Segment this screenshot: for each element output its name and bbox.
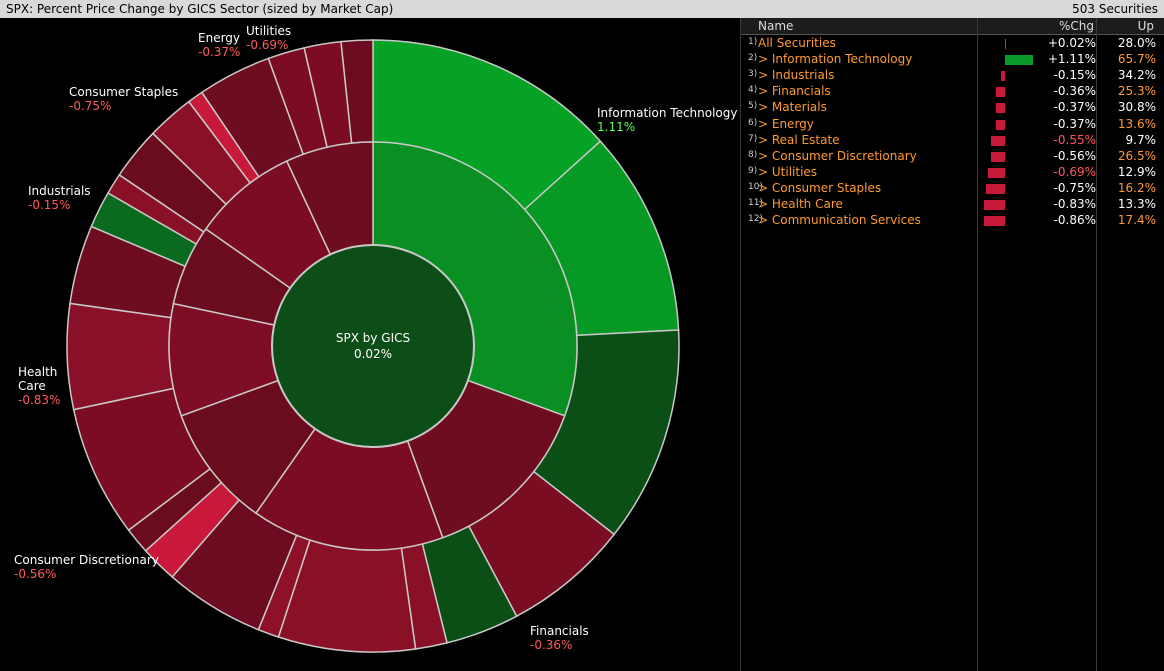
row-up: 65.7% (1117, 52, 1156, 67)
change-bar (995, 119, 1005, 130)
table-row[interactable]: 3) > Industrials -0.15% 34.2% (740, 67, 1164, 83)
table-row[interactable]: 11) > Health Care -0.83% 13.3% (740, 196, 1164, 212)
row-index: 12) (748, 214, 763, 225)
row-name[interactable]: > Financials (758, 84, 831, 99)
table-row[interactable]: 9) > Utilities -0.69% 12.9% (740, 164, 1164, 180)
row-up: 30.8% (1117, 100, 1156, 115)
label-financials: Financials -0.36% (530, 624, 589, 652)
row-up: 16.2% (1117, 180, 1156, 195)
row-index: 6) (748, 117, 758, 128)
row-name[interactable]: > Real Estate (758, 132, 840, 147)
change-bar (1001, 71, 1005, 82)
row-index: 7) (748, 133, 758, 144)
row-up: 9.7% (1125, 132, 1157, 147)
row-index: 4) (748, 85, 758, 96)
row-index: 8) (748, 149, 758, 160)
row-chg: -0.56% (1053, 148, 1096, 163)
row-chg: +1.11% (1047, 52, 1096, 67)
row-up: 12.9% (1117, 164, 1156, 179)
change-bar (987, 167, 1005, 178)
col-divider (977, 18, 978, 671)
row-index: 1) (748, 37, 758, 47)
table-row[interactable]: 7) > Real Estate -0.55% 9.7% (740, 132, 1164, 148)
label-consumer-discretionary: Consumer Discretionary -0.56% (14, 553, 159, 581)
row-chg: -0.75% (1053, 180, 1096, 195)
row-up: 34.2% (1117, 68, 1156, 83)
window-title: SPX: Percent Price Change by GICS Sector… (6, 2, 394, 16)
row-name[interactable]: > Information Technology (758, 52, 913, 67)
header-name[interactable]: Name (758, 19, 794, 33)
window-title-bar: SPX: Percent Price Change by GICS Sector… (0, 0, 1164, 18)
row-up: 25.3% (1117, 84, 1156, 99)
label-utilities: Utilities -0.69% (246, 24, 292, 52)
table-row[interactable]: 12) > Communication Services -0.86% 17.4% (740, 212, 1164, 228)
row-index: 9) (748, 165, 758, 176)
row-chg: -0.86% (1053, 213, 1096, 228)
col-divider (740, 18, 741, 671)
col-divider (1096, 18, 1097, 671)
row-name[interactable]: > Communication Services (758, 213, 921, 228)
row-chg: -0.36% (1053, 84, 1096, 99)
row-name[interactable]: > Energy (758, 116, 814, 131)
row-name[interactable]: > Materials (758, 100, 827, 115)
table-row[interactable]: 2) > Information Technology +1.11% 65.7% (740, 51, 1164, 67)
row-name[interactable]: > Utilities (758, 164, 818, 179)
row-up: 13.3% (1117, 197, 1156, 211)
header-up[interactable]: Up (1137, 19, 1154, 33)
row-name[interactable]: > Health Care (758, 197, 843, 211)
sunburst-chart[interactable] (0, 18, 740, 671)
table-row[interactable]: 10) > Consumer Staples -0.75% 16.2% (740, 180, 1164, 196)
label-consumer-staples: Consumer Staples -0.75% (69, 85, 179, 113)
change-bar (995, 103, 1005, 114)
sunburst-center[interactable] (271, 244, 475, 448)
table-row[interactable]: 1) All Securities +0.02% 28.0% (740, 35, 1164, 51)
change-bar (991, 135, 1005, 146)
row-up: 28.0% (1117, 36, 1156, 50)
row-index: 11) (748, 198, 763, 208)
table-row[interactable]: 4) > Financials -0.36% 25.3% (740, 83, 1164, 99)
table-row[interactable]: 6) > Energy -0.37% 13.6% (740, 116, 1164, 132)
table-header: Name %Chg Up (740, 18, 1164, 35)
center-value: 0.02% (353, 347, 393, 361)
row-name[interactable]: > Consumer Staples (758, 180, 882, 195)
row-index: 2) (748, 53, 758, 64)
change-bar (996, 87, 1005, 98)
row-name[interactable]: > Consumer Discretionary (758, 148, 917, 163)
row-chg: -0.15% (1053, 68, 1096, 83)
label-health-care: Health Care -0.83% (18, 365, 61, 407)
row-chg: -0.37% (1053, 116, 1096, 131)
row-up: 17.4% (1117, 213, 1156, 228)
row-index: 10) (748, 181, 763, 192)
securities-count: 503 Securities (1072, 2, 1158, 16)
row-up: 13.6% (1117, 116, 1156, 131)
row-chg: -0.55% (1053, 132, 1096, 147)
change-bar (1005, 39, 1006, 49)
row-up: 26.5% (1117, 148, 1156, 163)
row-index: 3) (748, 69, 758, 80)
header-chg[interactable]: %Chg (1058, 19, 1094, 33)
row-chg: -0.69% (1053, 164, 1096, 179)
row-chg: +0.02% (1047, 36, 1096, 50)
change-bar (983, 216, 1005, 227)
center-label: SPX by GICS 0.02% (313, 330, 433, 362)
row-index: 5) (748, 101, 758, 112)
label-information-technology: Information Technology 1.11% (597, 106, 738, 134)
change-bar (991, 151, 1005, 162)
row-name[interactable]: > Industrials (758, 68, 835, 83)
table-row[interactable]: 5) > Materials -0.37% 30.8% (740, 99, 1164, 115)
sector-table: Name %Chg Up 1) All Securities +0.02% 28.0%… (740, 18, 1164, 671)
label-energy: Energy -0.37% (198, 31, 241, 59)
table-row[interactable]: 8) > Consumer Discretionary -0.56% 26.5% (740, 148, 1164, 164)
change-bar (984, 200, 1005, 210)
change-bar (986, 183, 1005, 194)
center-title: SPX by GICS (335, 331, 411, 345)
row-chg: -0.37% (1053, 100, 1096, 115)
row-name[interactable]: All Securities (758, 36, 836, 50)
row-chg: -0.83% (1053, 197, 1096, 211)
change-bar (1005, 55, 1033, 66)
label-industrials: Industrials -0.15% (28, 184, 91, 212)
